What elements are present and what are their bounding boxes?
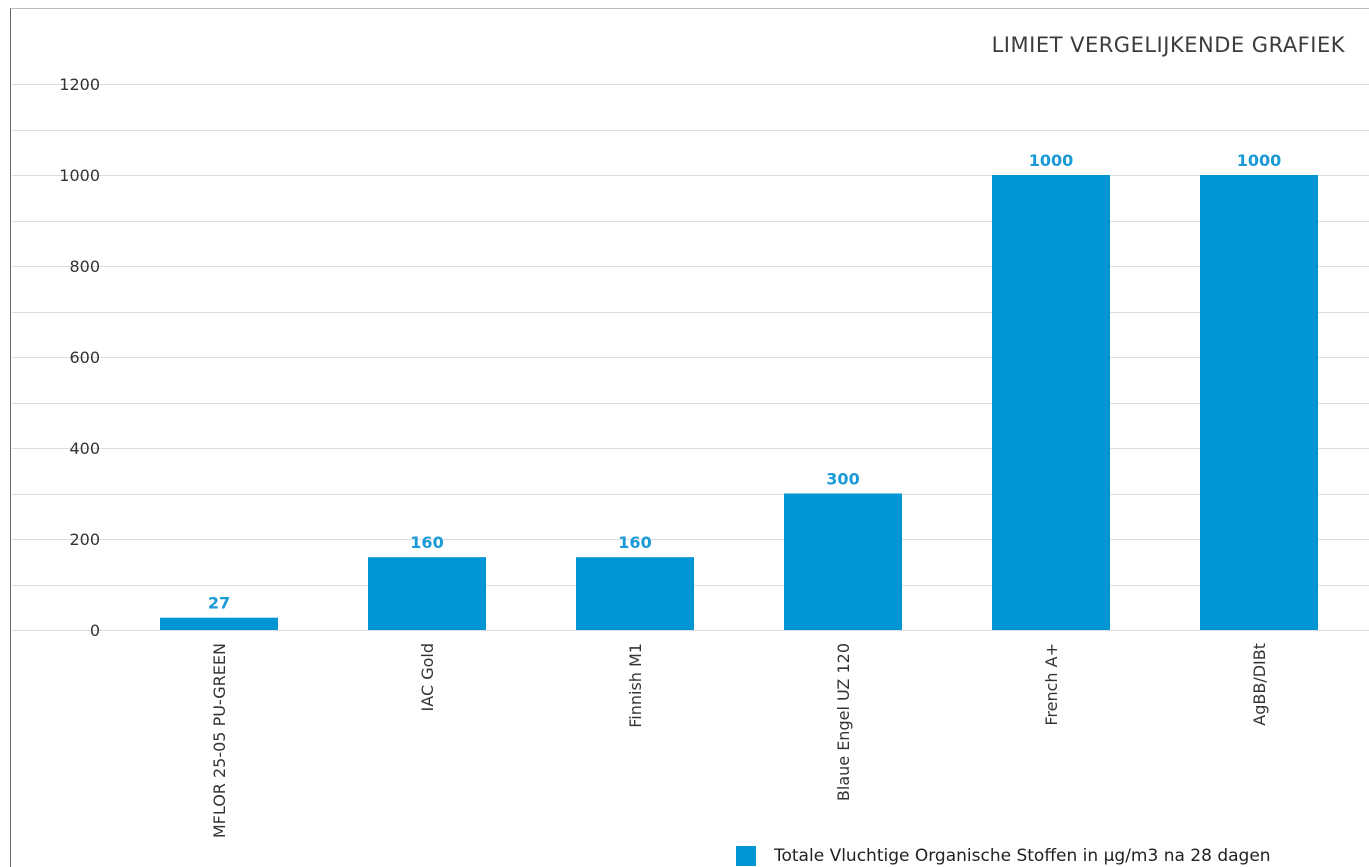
bar-value-label: 1000	[1237, 151, 1282, 170]
y-tick-label: 400	[69, 439, 100, 458]
bar-value-label: 160	[410, 533, 443, 552]
category-label: AgBB/DIBt	[1250, 643, 1269, 726]
y-tick-label: 200	[69, 530, 100, 549]
bar	[576, 557, 694, 630]
legend: Totale Vluchtige Organische Stoffen in µ…	[736, 846, 1271, 866]
category-label: French A+	[1042, 643, 1061, 726]
value-labels: 27 160 160 300 1000 1000	[208, 151, 1281, 613]
y-tick-label: 0	[90, 621, 100, 640]
category-labels: MFLOR 25-05 PU-GREEN IAC Gold Finnish M1 Bl…	[210, 643, 1269, 838]
y-axis-ticks: 0 200 400 600 800 1000 1200	[59, 75, 100, 640]
chart-title: LIMIET VERGELIJKENDE GRAFIEK	[991, 33, 1345, 57]
category-label: MFLOR 25-05 PU-GREEN	[210, 643, 229, 838]
category-label: Blaue Engel UZ 120	[834, 643, 853, 801]
y-tick-label: 800	[69, 257, 100, 276]
category-label: IAC Gold	[418, 643, 437, 711]
y-tick-label: 1200	[59, 75, 100, 94]
y-tick-label: 1000	[59, 166, 100, 185]
bar	[992, 175, 1110, 630]
bar-value-label: 27	[208, 594, 230, 613]
y-tick-label: 600	[69, 348, 100, 367]
bar-value-label: 160	[618, 533, 651, 552]
bar-value-label: 300	[826, 470, 859, 489]
bar	[160, 617, 278, 630]
legend-swatch	[736, 846, 756, 866]
bars	[160, 175, 1318, 630]
chart-frame	[10, 8, 1369, 867]
bar	[1200, 175, 1318, 630]
category-label: Finnish M1	[626, 643, 645, 728]
bar-value-label: 1000	[1029, 151, 1074, 170]
bar	[368, 557, 486, 630]
legend-label: Totale Vluchtige Organische Stoffen in µ…	[774, 846, 1271, 866]
bar	[784, 493, 902, 630]
grid-lines	[12, 84, 1369, 631]
